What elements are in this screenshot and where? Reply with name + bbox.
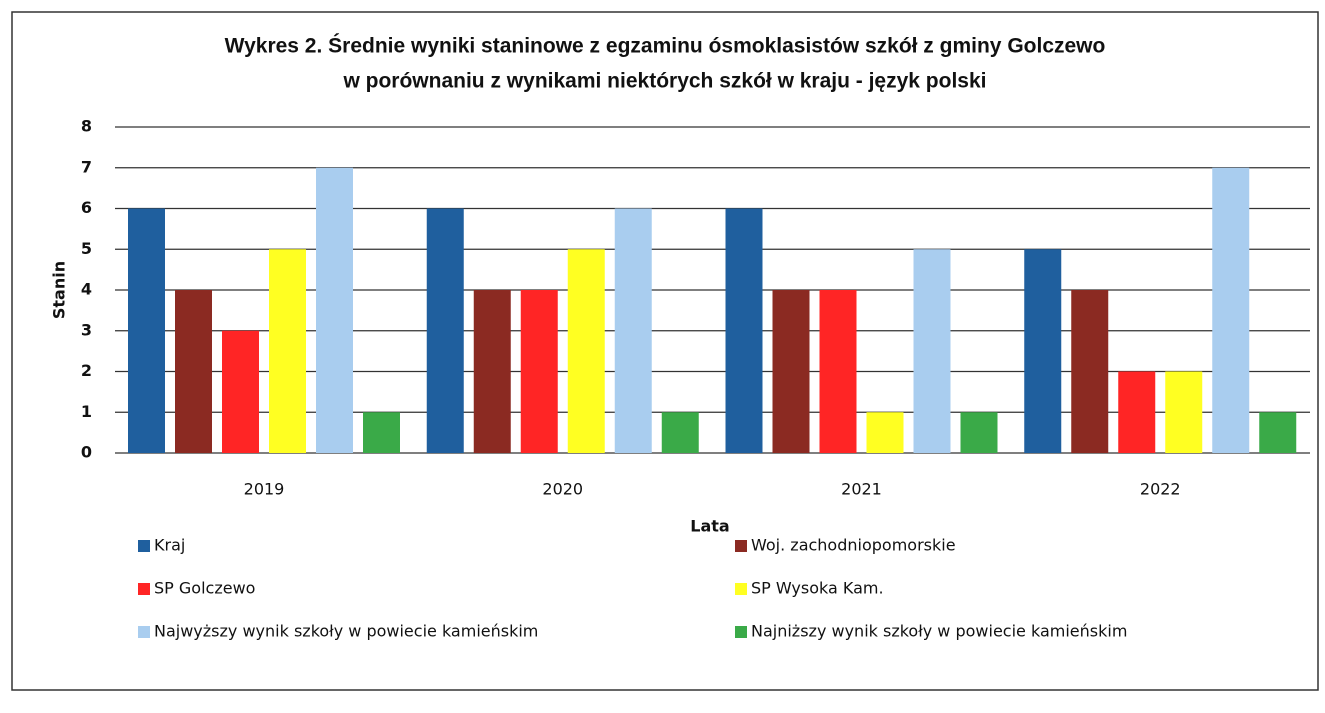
bar bbox=[661, 412, 699, 453]
legend-swatch bbox=[735, 626, 747, 638]
bar bbox=[1118, 371, 1156, 453]
bar bbox=[1212, 167, 1250, 453]
y-tick-label: 8 bbox=[81, 117, 92, 136]
y-tick-label: 5 bbox=[81, 239, 92, 258]
bar bbox=[772, 290, 810, 453]
legend-label: Najniższy wynik szkoły w powiecie kamień… bbox=[751, 622, 1127, 641]
x-axis-label: Lata bbox=[690, 517, 729, 536]
bar bbox=[269, 249, 306, 453]
legend-label: SP Golczewo bbox=[154, 579, 255, 598]
y-tick-label: 3 bbox=[81, 320, 92, 339]
bar bbox=[725, 208, 763, 453]
bar bbox=[819, 290, 857, 453]
x-tick-label: 2021 bbox=[841, 480, 882, 499]
y-tick-label: 1 bbox=[81, 402, 92, 421]
bar bbox=[426, 208, 464, 453]
y-tick-label: 7 bbox=[81, 157, 92, 176]
bar bbox=[175, 290, 212, 453]
bar bbox=[1259, 412, 1297, 453]
y-tick-label: 2 bbox=[81, 361, 92, 380]
bar bbox=[866, 412, 904, 453]
x-tick-label: 2022 bbox=[1140, 480, 1181, 499]
y-tick-label: 0 bbox=[81, 443, 92, 462]
bar bbox=[363, 412, 400, 453]
bar bbox=[520, 290, 558, 453]
bar bbox=[960, 412, 998, 453]
bar bbox=[567, 249, 605, 453]
y-axis-label: Stanin bbox=[50, 261, 69, 319]
bar bbox=[222, 330, 259, 453]
y-tick-label: 4 bbox=[81, 280, 92, 299]
legend-swatch bbox=[735, 583, 747, 595]
bar bbox=[1165, 371, 1203, 453]
legend-swatch bbox=[138, 626, 150, 638]
chart-title: Wykres 2. Średnie wyniki staninowe z egz… bbox=[225, 34, 1106, 58]
bar bbox=[316, 167, 353, 453]
bar bbox=[614, 208, 652, 453]
chart-title: w porównaniu z wynikami niektórych szkół… bbox=[342, 70, 986, 93]
legend-swatch bbox=[735, 540, 747, 552]
legend-swatch bbox=[138, 540, 150, 552]
bar bbox=[128, 208, 165, 453]
x-tick-label: 2019 bbox=[244, 480, 285, 499]
legend-label: SP Wysoka Kam. bbox=[751, 579, 884, 598]
x-tick-label: 2020 bbox=[542, 480, 583, 499]
legend-label: Kraj bbox=[154, 536, 185, 555]
legend-label: Najwyższy wynik szkoły w powiecie kamień… bbox=[154, 622, 538, 641]
bar bbox=[913, 249, 951, 453]
bar bbox=[473, 290, 511, 453]
bar bbox=[1071, 290, 1109, 453]
legend-label: Woj. zachodniopomorskie bbox=[751, 536, 956, 555]
legend-swatch bbox=[138, 583, 150, 595]
y-tick-label: 6 bbox=[81, 198, 92, 217]
bar bbox=[1024, 249, 1062, 453]
